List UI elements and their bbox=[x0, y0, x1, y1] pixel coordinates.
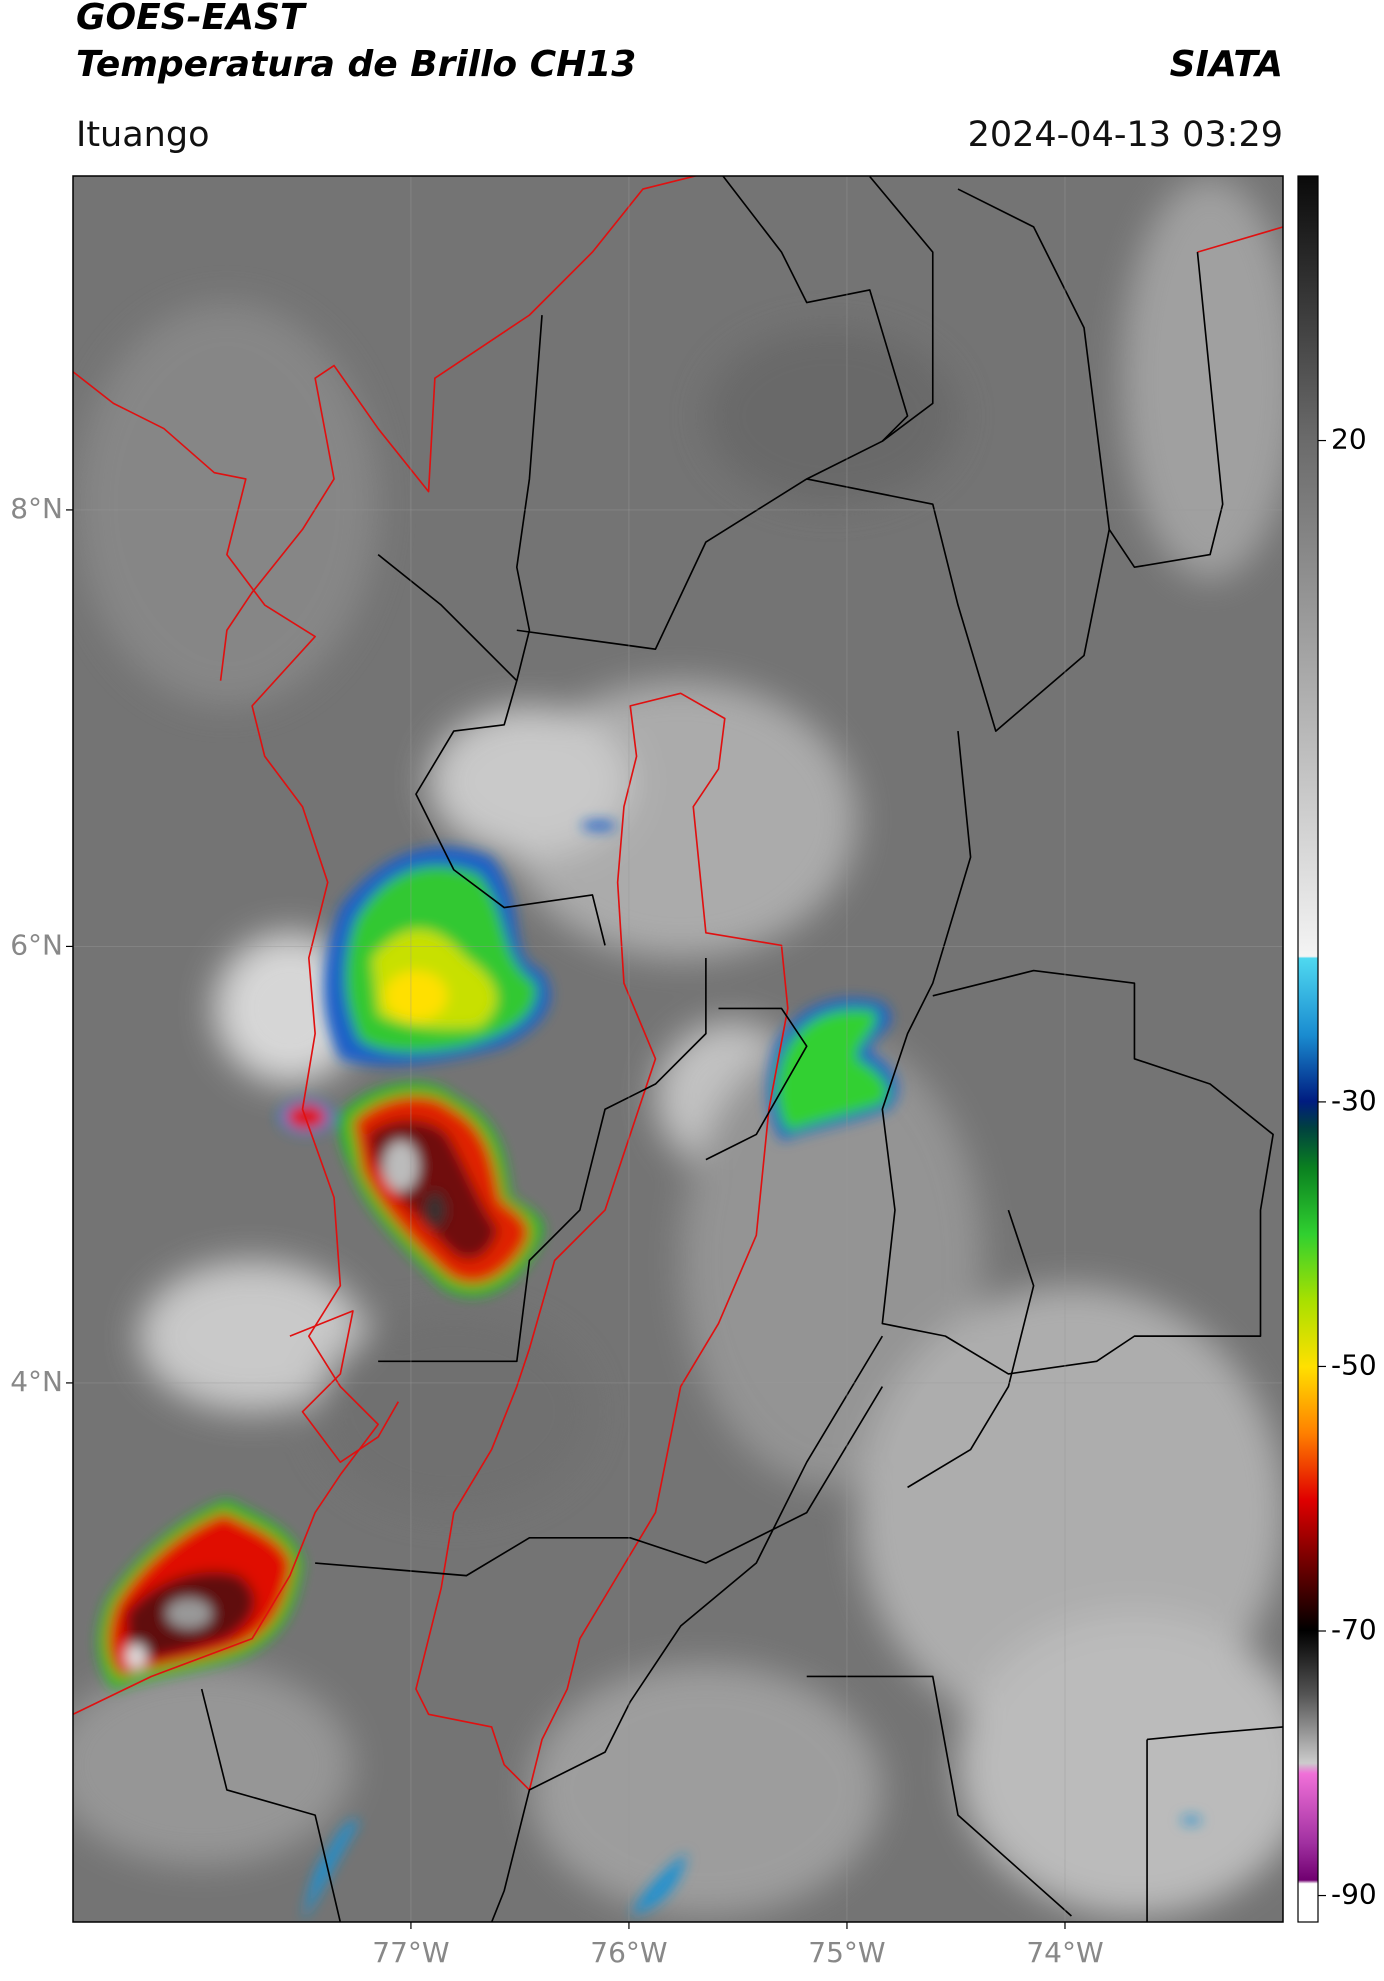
region: Ituango bbox=[76, 115, 210, 155]
colorbar-tick-label: -50 bbox=[1331, 1348, 1377, 1381]
map-image bbox=[73, 176, 1283, 1922]
x-tick-label: 76°W bbox=[590, 1936, 667, 1969]
colorbar bbox=[1297, 175, 1319, 1923]
colorbar-tick-label: -90 bbox=[1331, 1878, 1377, 1911]
x-tick-label: 75°W bbox=[808, 1936, 885, 1969]
map-frame bbox=[72, 175, 1284, 1923]
agency: SIATA bbox=[1170, 44, 1283, 85]
y-tick-label: 8°N bbox=[10, 492, 63, 525]
x-tick-label: 77°W bbox=[372, 1936, 449, 1969]
product: Temperatura de Brillo CH13 bbox=[76, 44, 636, 85]
satellite: GOES-EAST bbox=[76, 0, 307, 38]
graticule bbox=[73, 176, 1283, 1922]
datetime: 2024-04-13 03:29 bbox=[968, 115, 1283, 155]
colorbar-tick-label: -70 bbox=[1331, 1613, 1377, 1646]
y-tick-label: 6°N bbox=[10, 928, 63, 961]
y-tick-label: 4°N bbox=[10, 1365, 63, 1398]
x-tick-label: 74°W bbox=[1026, 1936, 1103, 1969]
colorbar-tick-label: -30 bbox=[1331, 1084, 1377, 1117]
colorbar-tick-label: 20 bbox=[1331, 423, 1367, 456]
